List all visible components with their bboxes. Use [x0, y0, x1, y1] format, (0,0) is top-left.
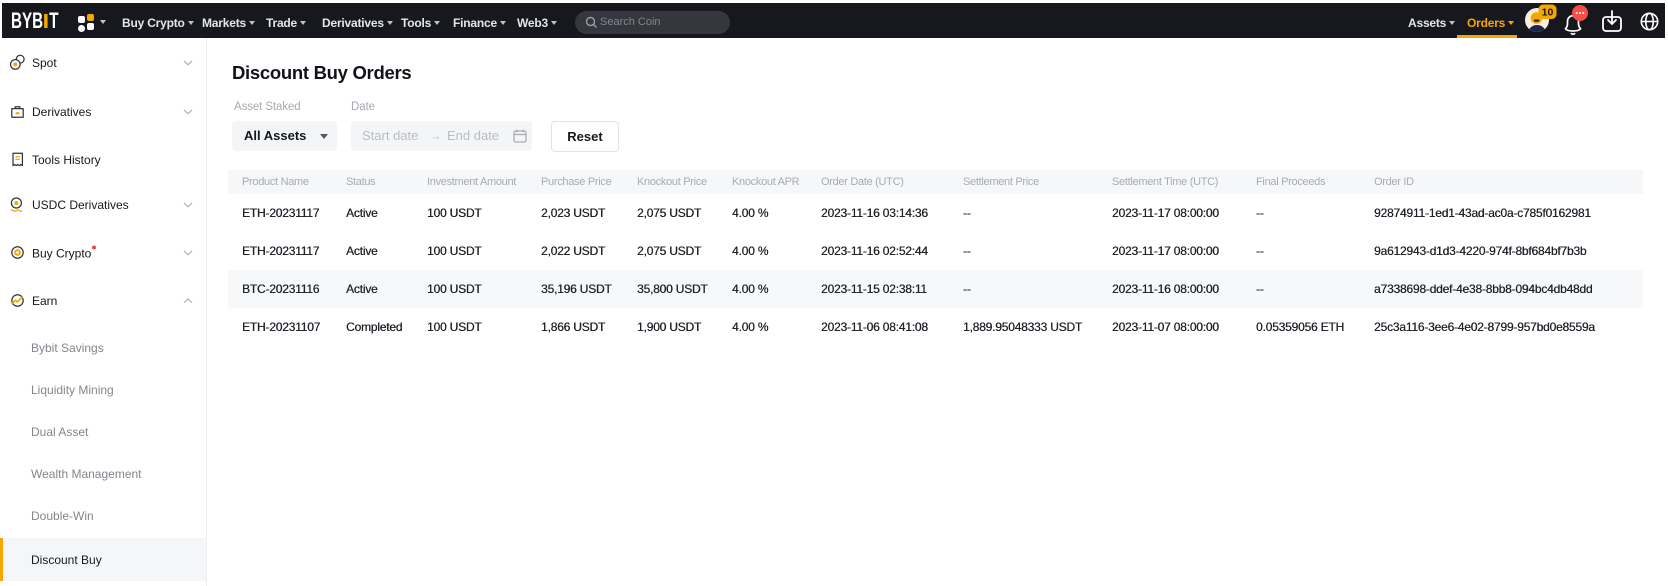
svg-text:10: 10: [1542, 7, 1554, 19]
